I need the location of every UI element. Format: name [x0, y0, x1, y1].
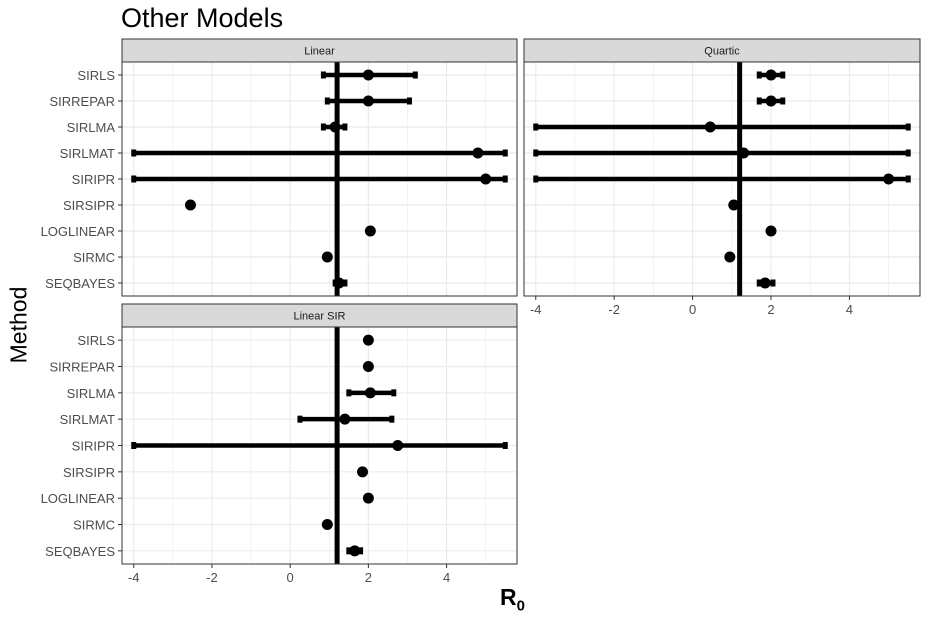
data-point: [362, 334, 374, 346]
y-tick-label: SIRIPR: [72, 439, 115, 454]
x-tick-label: 4: [443, 570, 450, 585]
x-axis-label-subscript: 0: [516, 597, 525, 615]
x-tick-label: 0: [689, 302, 696, 317]
y-tick-label: SIRIPR: [72, 172, 115, 187]
y-tick-label: SIRSIPR: [63, 198, 115, 213]
panel-linear: Linear SIRLS SIRREPAR SIRLMA SIRLMAT SIRIPR SI…: [41, 38, 518, 297]
y-tick-label: SEQBAYES: [45, 276, 115, 291]
y-tick-label: SIRLS: [77, 68, 115, 83]
data-point: [765, 225, 777, 237]
data-point: [321, 251, 333, 263]
y-tick-label: SIRMC: [73, 250, 115, 265]
data-point: [759, 277, 771, 289]
x-tick-label: -4: [530, 302, 542, 317]
data-point: [321, 519, 333, 530]
data-point: [357, 466, 369, 478]
data-point: [392, 440, 404, 451]
facet-strip-label: Linear SIR: [294, 311, 346, 323]
data-point: [184, 199, 196, 211]
data-point: [364, 387, 376, 399]
data-point: [362, 492, 374, 504]
panel-linear-sir: Linear SIR SIRLS SIRREPAR SIRLMA SIRLMAT SIRI…: [41, 303, 518, 585]
x-tick-label: 2: [767, 302, 774, 317]
data-point: [765, 69, 777, 81]
data-point: [362, 95, 374, 107]
x-tick-label: 2: [365, 570, 372, 585]
y-tick-label: SIRSIPR: [63, 465, 115, 480]
data-point: [765, 95, 777, 107]
x-tick-label: 4: [846, 302, 853, 317]
data-point: [364, 225, 376, 237]
panel-border: [523, 61, 921, 297]
facet-strip-label: Linear: [304, 46, 335, 58]
data-point: [704, 121, 716, 133]
y-tick-label: SIRLMA: [67, 120, 116, 135]
data-point: [728, 199, 740, 211]
y-tick-label: LOGLINEAR: [41, 491, 115, 506]
y-tick-label: SIRREPAR: [50, 94, 116, 109]
y-tick-label: SIRLMA: [67, 386, 116, 401]
x-axis-label: R0: [500, 584, 525, 615]
y-tick-label: SIRLMAT: [60, 412, 115, 427]
data-point: [349, 545, 361, 557]
y-tick-label: SIRMC: [73, 518, 115, 533]
data-point: [480, 173, 492, 185]
x-tick-label: -2: [206, 570, 218, 585]
y-tick-label: LOGLINEAR: [41, 224, 115, 239]
data-point: [362, 69, 374, 81]
y-tick-label: SIRREPAR: [50, 360, 116, 375]
facet-strip-label: Quartic: [704, 46, 740, 58]
data-point: [329, 121, 341, 133]
data-point: [472, 147, 484, 159]
y-tick-label: SIRLMAT: [60, 146, 115, 161]
x-tick-label: 0: [287, 570, 294, 585]
panel-quartic: Quartic -4 -2 0 2 4: [523, 38, 921, 317]
y-tick-label: SEQBAYES: [45, 544, 115, 559]
data-point: [333, 277, 345, 289]
data-point: [883, 173, 895, 185]
data-point: [362, 361, 374, 372]
data-point: [738, 147, 750, 159]
x-axis-label-main: R: [500, 584, 517, 610]
data-point: [724, 251, 736, 263]
data-point: [339, 413, 351, 425]
y-tick-label: SIRLS: [77, 333, 115, 348]
chart-title: Other Models: [121, 3, 284, 33]
x-tick-label: -2: [608, 302, 620, 317]
x-tick-label: -4: [128, 570, 140, 585]
